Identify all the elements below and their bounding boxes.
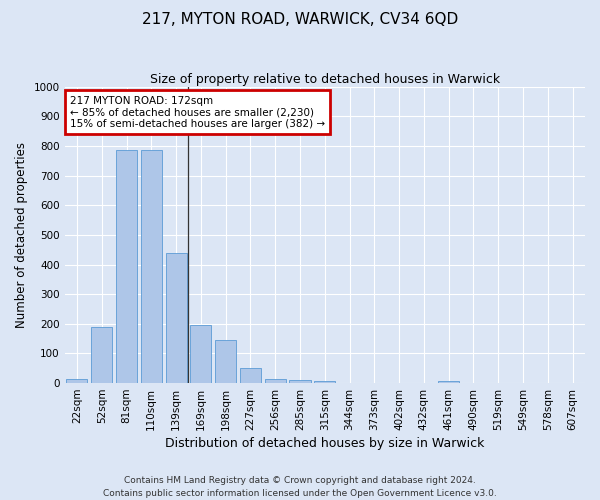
- Bar: [314, 380, 335, 383]
- Bar: [166, 252, 187, 383]
- Bar: [67, 378, 88, 383]
- Title: Size of property relative to detached houses in Warwick: Size of property relative to detached ho…: [150, 72, 500, 86]
- Bar: [141, 150, 162, 383]
- Bar: [91, 327, 112, 383]
- Y-axis label: Number of detached properties: Number of detached properties: [15, 142, 28, 328]
- Text: 217, MYTON ROAD, WARWICK, CV34 6QD: 217, MYTON ROAD, WARWICK, CV34 6QD: [142, 12, 458, 28]
- Bar: [116, 150, 137, 383]
- Bar: [215, 340, 236, 383]
- Bar: [438, 380, 459, 383]
- X-axis label: Distribution of detached houses by size in Warwick: Distribution of detached houses by size …: [165, 437, 484, 450]
- Text: 217 MYTON ROAD: 172sqm
← 85% of detached houses are smaller (2,230)
15% of semi-: 217 MYTON ROAD: 172sqm ← 85% of detached…: [70, 96, 325, 129]
- Bar: [240, 368, 261, 383]
- Bar: [289, 380, 311, 383]
- Bar: [265, 378, 286, 383]
- Bar: [190, 326, 211, 383]
- Text: Contains HM Land Registry data © Crown copyright and database right 2024.
Contai: Contains HM Land Registry data © Crown c…: [103, 476, 497, 498]
